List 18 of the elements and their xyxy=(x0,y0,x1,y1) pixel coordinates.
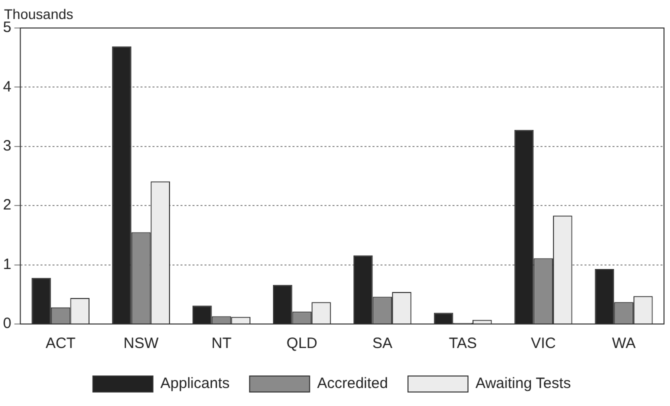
legend-label: Accredited xyxy=(317,375,388,392)
legend-label: Awaiting Tests xyxy=(475,375,571,392)
x-tick-label: QLD xyxy=(286,335,318,352)
x-tick-label: ACT xyxy=(46,335,76,352)
y-tick-label: 4 xyxy=(3,78,12,96)
legend-label: Applicants xyxy=(160,375,230,392)
x-tick-label: NSW xyxy=(124,335,160,352)
x-tick-label: WA xyxy=(612,335,636,352)
y-tick-label: 1 xyxy=(3,256,12,273)
y-tick-label: 0 xyxy=(3,315,12,332)
x-tick-label: SA xyxy=(372,335,392,352)
y-tick-label: 5 xyxy=(3,19,12,36)
x-tick-label: NT xyxy=(211,335,232,352)
y-axis-title: Thousands xyxy=(4,6,74,22)
x-tick-label: VIC xyxy=(530,335,556,352)
y-tick-label: 3 xyxy=(3,138,12,155)
y-tick-label: 2 xyxy=(3,196,12,214)
x-tick-label: TAS xyxy=(448,335,477,352)
